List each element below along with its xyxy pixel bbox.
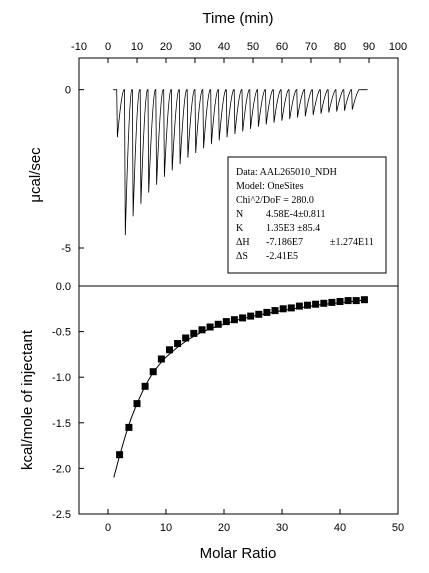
top-x-tick-label-3: 20 <box>160 41 172 53</box>
data-point-24 <box>312 300 320 308</box>
data-point-4 <box>149 368 157 376</box>
top-x-axis-title: Time (min) <box>202 10 273 27</box>
data-point-21 <box>287 304 295 312</box>
top-x-tick-label-8: 70 <box>305 41 317 53</box>
top-x-tick-label-2: 10 <box>131 41 143 53</box>
k-value: 1.35E3 ±85.4 <box>266 223 320 234</box>
data-point-10 <box>198 326 206 334</box>
top-x-ticks: -10 0 10 20 30 40 50 60 70 80 90 100 <box>71 41 407 63</box>
top-x-tick-label-1: 0 <box>105 41 111 53</box>
bottom-x-tick-label-5: 50 <box>392 522 404 534</box>
data-point-13 <box>222 318 230 326</box>
bottom-y-axis-title: kcal/mole of injectant <box>19 329 36 470</box>
bottom-x-tick-label-4: 40 <box>334 522 346 534</box>
data-point-3 <box>141 382 149 390</box>
n-value: 4.58E-4±0.811 <box>266 209 326 220</box>
dh-label: ΔH <box>236 237 250 248</box>
top-x-tick-label-10: 90 <box>363 41 375 53</box>
thermogram-trace <box>113 89 368 236</box>
top-y-ticks: 0 -5 <box>61 85 84 255</box>
data-point-15 <box>239 314 247 322</box>
data-point-27 <box>336 298 344 305</box>
top-x-tick-label-7: 60 <box>276 41 288 53</box>
bottom-plot-frame <box>78 285 399 515</box>
data-point-8 <box>182 334 190 342</box>
top-x-tick-label-11: 100 <box>389 41 407 53</box>
top-x-tick-label-4: 30 <box>189 41 201 53</box>
data-point-12 <box>214 320 222 328</box>
top-x-tick-label-9: 80 <box>334 41 346 53</box>
chi2-line: Chi^2/DoF = 280.0 <box>236 195 314 206</box>
bottom-y-tick-label-4: -2.0 <box>52 463 71 475</box>
bottom-y-tick-label-5: -2.5 <box>52 509 71 521</box>
top-y-axis-title: μcal/sec <box>27 147 44 203</box>
fit-parameters-frame <box>227 156 387 274</box>
data-point-23 <box>304 301 311 309</box>
dh-value: -7.186E7 <box>266 237 303 248</box>
top-x-tick-label-5: 40 <box>218 41 230 53</box>
data-point-2 <box>133 400 141 408</box>
bottom-x-ticks: 0 10 20 30 40 50 <box>105 509 404 534</box>
ds-label: ΔS <box>236 251 248 262</box>
data-point-6 <box>166 346 173 354</box>
data-point-22 <box>295 302 303 310</box>
data-point-11 <box>206 323 214 331</box>
data-point-28 <box>344 297 352 305</box>
bottom-y-tick-label-2: -1.0 <box>52 372 71 384</box>
k-label: K <box>236 223 244 234</box>
bottom-y-tick-label-0: 0.0 <box>56 281 71 293</box>
data-point-26 <box>328 298 336 306</box>
bottom-x-tick-label-2: 20 <box>218 522 230 534</box>
ds-value: -2.41E5 <box>266 251 298 262</box>
data-point-19 <box>271 307 279 315</box>
dh-error: ±1.274E11 <box>330 237 374 248</box>
bottom-x-axis-title: Molar Ratio <box>200 545 277 562</box>
top-y-tick-label-0: 0 <box>65 85 71 97</box>
bottom-x-tick-label-3: 30 <box>276 522 288 534</box>
data-point-25 <box>320 299 328 307</box>
data-name-line: Data: AAL265010_NDH <box>236 167 337 178</box>
binding-isotherm-panel: 0 10 20 30 40 50 0.0 -0.5 -1.0 -1.5 -2.0 -2.5 Mola… <box>19 281 404 562</box>
top-x-tick-label-0: -10 <box>71 41 87 53</box>
data-point-14 <box>230 316 238 324</box>
data-points <box>116 296 368 459</box>
data-point-1 <box>125 423 133 431</box>
thermogram-panel: Time (min) -10 0 10 20 30 40 50 60 70 80 90 100 0 -5… <box>27 10 407 287</box>
model-line: Model: OneSites <box>236 181 304 192</box>
top-y-tick-label-1: -5 <box>61 243 71 255</box>
bottom-x-tick-label-1: 10 <box>160 522 172 534</box>
data-point-29 <box>352 297 360 305</box>
bottom-y-tick-label-3: -1.5 <box>52 418 71 430</box>
bottom-x-tick-label-0: 0 <box>105 522 111 534</box>
data-point-16 <box>247 312 255 320</box>
data-point-0 <box>116 451 124 459</box>
data-point-17 <box>255 310 263 318</box>
data-point-30 <box>360 296 368 304</box>
bottom-y-ticks: 0.0 -0.5 -1.0 -1.5 -2.0 -2.5 <box>52 281 84 521</box>
fit-curve <box>113 299 367 478</box>
data-point-5 <box>157 355 165 363</box>
bottom-y-tick-label-1: -0.5 <box>52 327 71 339</box>
fit-parameters-box: Data: AAL265010_NDH Model: OneSites Chi^… <box>227 156 387 274</box>
data-point-18 <box>263 308 271 316</box>
n-label: N <box>236 209 243 220</box>
data-point-7 <box>174 340 182 347</box>
data-point-20 <box>279 305 287 313</box>
top-x-tick-label-6: 50 <box>247 41 259 53</box>
data-point-9 <box>190 329 198 337</box>
